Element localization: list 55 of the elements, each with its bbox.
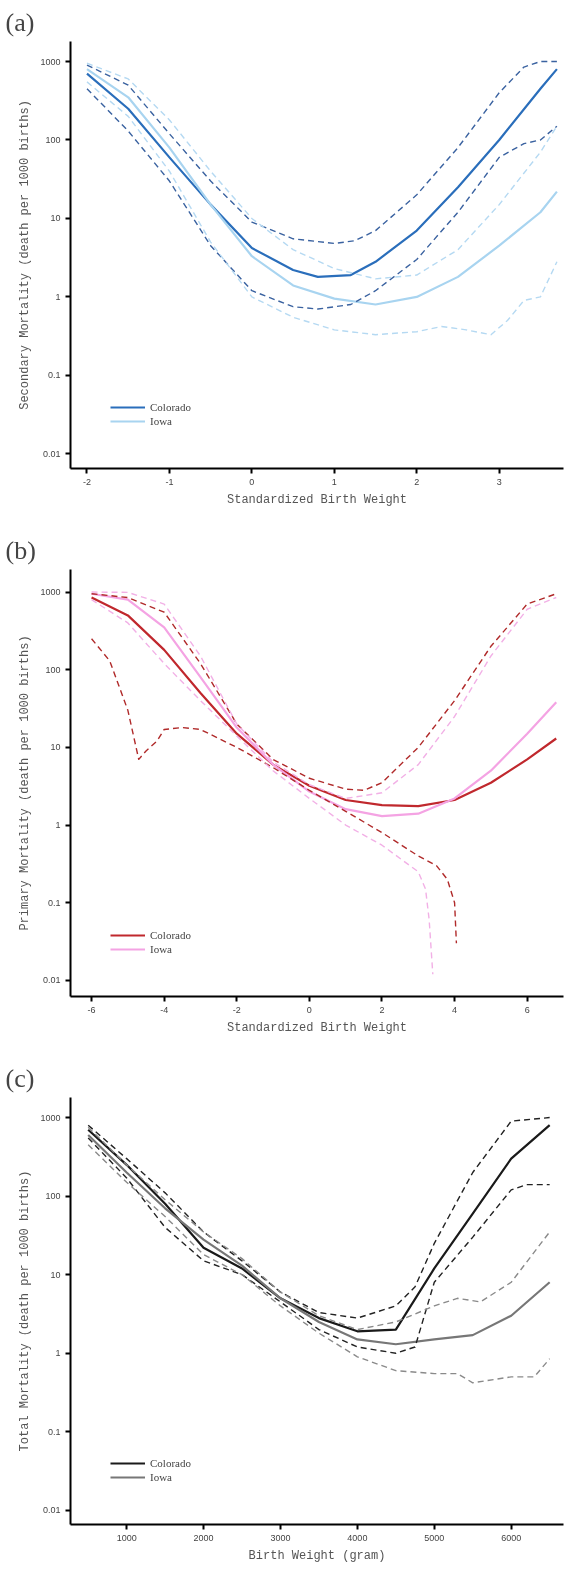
x-axis-title: Standardized Birth Weight [226,492,408,507]
line-series [86,60,558,245]
y-tick-label: 0.01 [42,448,61,459]
y-tick-label: 1 [55,820,61,831]
legend-label: Colorado [150,928,191,942]
x-axis-title: Birth Weight (gram) [248,1548,386,1563]
x-tick-label: -1 [165,476,174,487]
x-tick-label: 5000 [424,1532,445,1543]
x-tick-label: 3 [496,476,502,487]
y-axis-title: Total Mortality (death per 1000 births) [18,1170,33,1452]
y-tick-label: 100 [45,1191,61,1202]
x-tick-label: -4 [160,1004,169,1015]
y-tick-label: 0.1 [47,370,61,381]
y-axis-title: Secondary Mortality (death per 1000 births) [18,100,33,410]
y-tick-label: 0.01 [42,1505,61,1516]
x-tick-label: 1 [331,476,337,487]
y-tick-label: 10 [50,742,61,753]
legend-label: Colorado [150,400,191,414]
y-axis-title: Primary Mortality (death per 1000 births) [18,635,33,931]
chart-title: (b) [5,535,36,565]
x-tick-label: 4 [452,1004,458,1015]
x-tick-label: 3000 [270,1532,291,1543]
y-tick-label: 1000 [40,1112,61,1123]
x-tick-label: 6 [524,1004,530,1015]
y-tick-label: 1 [55,291,61,302]
y-tick-label: 1 [55,1348,61,1359]
x-tick-label: 0 [249,476,255,487]
x-tick-label: -2 [232,1004,241,1015]
legend-label: Iowa [150,1470,172,1484]
x-tick-label: 2 [414,476,420,487]
line-series [90,598,434,975]
legend-label: Colorado [150,1456,191,1470]
x-tick-label: 1000 [116,1532,137,1543]
y-tick-label: 100 [45,664,61,675]
x-tick-label: -2 [82,476,91,487]
y-tick-label: 0.1 [47,1426,61,1437]
chart-title: (a) [5,7,35,37]
y-tick-label: 10 [50,1269,61,1280]
y-tick-label: 1000 [40,587,61,598]
x-tick-label: 0 [306,1004,312,1015]
x-tick-label: 2000 [193,1532,214,1543]
y-tick-label: 0.01 [42,975,61,986]
x-tick-label: 6000 [501,1532,522,1543]
y-tick-label: 100 [45,134,61,145]
y-tick-label: 10 [50,213,61,224]
line-series [90,638,458,945]
x-tick-label: 2 [379,1004,385,1015]
x-tick-label: -6 [87,1004,96,1015]
legend-label: Iowa [150,942,172,956]
y-tick-label: 0.1 [47,897,61,908]
x-tick-label: 4000 [347,1532,368,1543]
chart-title: (c) [5,1063,35,1093]
x-axis-title: Standardized Birth Weight [226,1020,408,1035]
y-tick-label: 1000 [40,56,61,67]
legend-label: Iowa [150,414,172,428]
